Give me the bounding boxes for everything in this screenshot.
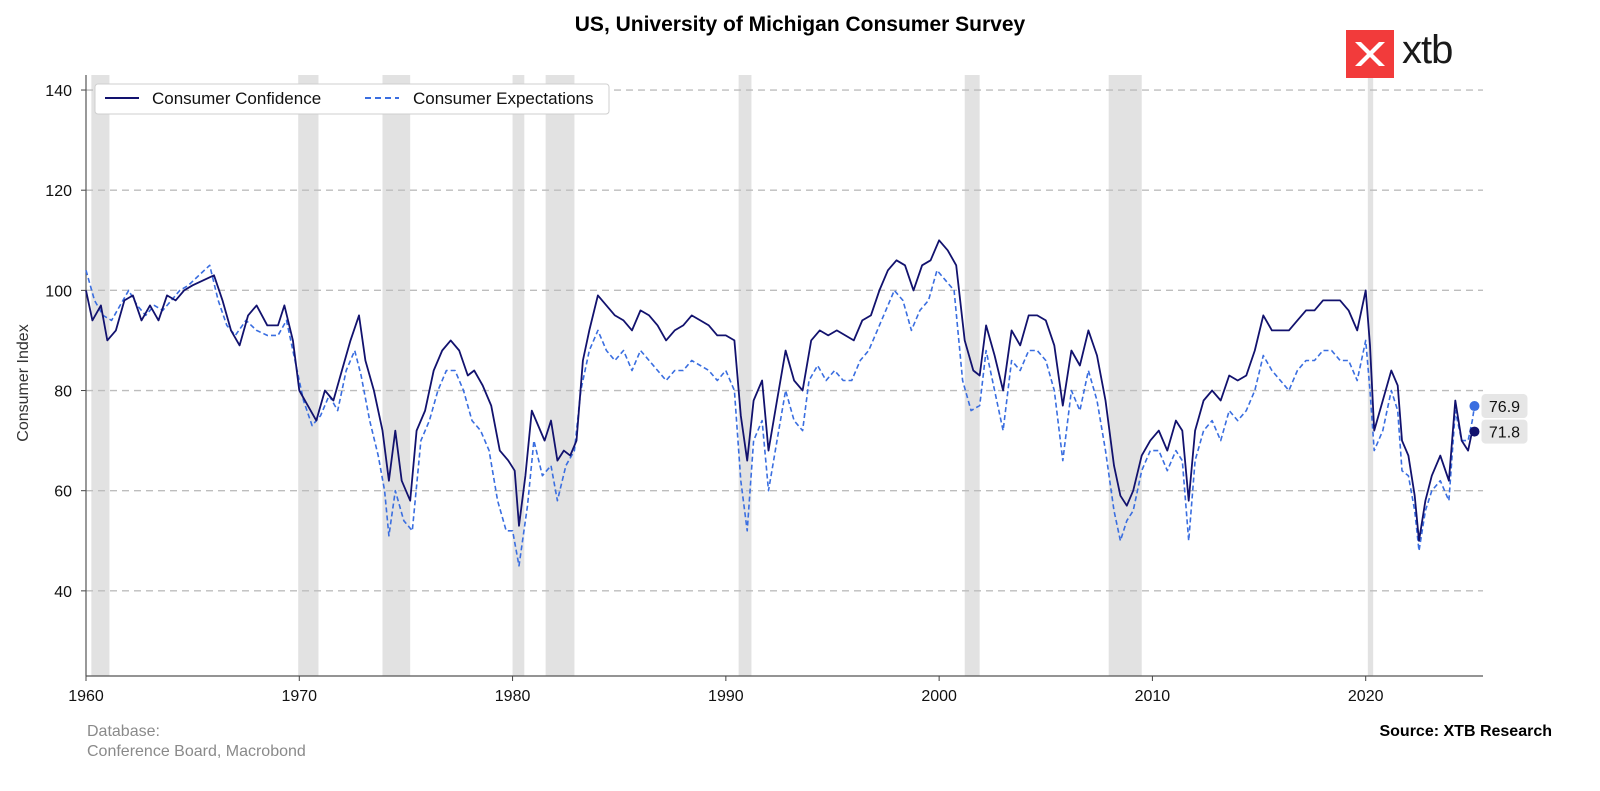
y-tick-label: 60 bbox=[54, 484, 72, 501]
chart-title: US, University of Michigan Consumer Surv… bbox=[575, 13, 1026, 36]
series-line-confidence bbox=[85, 239, 1475, 542]
recession-band bbox=[91, 75, 110, 676]
end-label-box-confidence bbox=[1481, 419, 1528, 444]
legend-label-confidence: Consumer Confidence bbox=[152, 89, 321, 108]
series-line-expectations bbox=[85, 264, 1476, 567]
xtb-logo: xtb bbox=[1346, 28, 1470, 78]
recession-bands bbox=[91, 75, 1374, 676]
y-tick-label: 100 bbox=[45, 283, 72, 300]
x-tick-label: 1970 bbox=[281, 688, 317, 705]
end-marker-confidence bbox=[1469, 426, 1480, 437]
end-label-box-expectations bbox=[1481, 394, 1528, 419]
recession-band bbox=[298, 75, 319, 676]
recession-band bbox=[1367, 75, 1374, 676]
x-tick-label: 1960 bbox=[68, 688, 104, 705]
x-tick-label: 2000 bbox=[921, 688, 957, 705]
axes: 40 60 80 100 120 140 1960 1970 1980 1990 2000 2010 2… bbox=[45, 75, 1483, 705]
legend: Consumer Confidence Consumer Expectation… bbox=[94, 83, 610, 115]
end-marker-expectations bbox=[1469, 401, 1480, 412]
recession-band bbox=[545, 75, 575, 676]
gridlines bbox=[86, 89, 1483, 592]
database-value: Conference Board, Macrobond bbox=[87, 743, 306, 760]
database-note: Database: Conference Board, Macrobond bbox=[87, 722, 306, 762]
legend-box bbox=[94, 83, 610, 115]
x-tick-label: 1990 bbox=[708, 688, 744, 705]
recession-band bbox=[382, 75, 411, 676]
y-tick-label: 40 bbox=[54, 584, 72, 601]
legend-label-expectations: Consumer Expectations bbox=[413, 89, 593, 108]
end-label-confidence: 71.8 bbox=[1489, 425, 1520, 442]
database-label: Database: bbox=[87, 723, 160, 740]
x-tick-label: 2020 bbox=[1348, 688, 1384, 705]
recession-band bbox=[1108, 75, 1142, 676]
x-tick-label: 1980 bbox=[495, 688, 531, 705]
recession-band bbox=[964, 75, 980, 676]
recession-band bbox=[738, 75, 752, 676]
recession-band bbox=[512, 75, 525, 676]
end-labels: 76.9 71.8 bbox=[1469, 394, 1528, 444]
x-tick-label: 2010 bbox=[1135, 688, 1171, 705]
y-tick-label: 120 bbox=[45, 183, 72, 200]
y-tick-label: 80 bbox=[54, 384, 72, 401]
y-tick-label: 140 bbox=[45, 83, 72, 100]
end-label-expectations: 76.9 bbox=[1489, 399, 1520, 416]
xtb-logo-mark-icon bbox=[1346, 30, 1394, 78]
xtb-logo-text: xtb bbox=[1402, 28, 1453, 72]
source-note: Source: XTB Research bbox=[1379, 723, 1552, 740]
series-lines bbox=[85, 239, 1476, 567]
y-axis-label: Consumer Index bbox=[15, 324, 32, 441]
